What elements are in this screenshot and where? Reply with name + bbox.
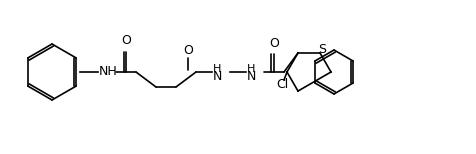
Text: Cl: Cl bbox=[276, 77, 288, 91]
Text: O: O bbox=[121, 34, 131, 47]
Text: H: H bbox=[247, 64, 256, 74]
Text: H: H bbox=[213, 64, 221, 74]
Text: N: N bbox=[247, 69, 257, 83]
Text: O: O bbox=[269, 37, 279, 50]
Text: N: N bbox=[213, 69, 222, 83]
Text: S: S bbox=[318, 43, 326, 57]
Text: O: O bbox=[183, 44, 193, 57]
Text: NH: NH bbox=[99, 65, 118, 77]
